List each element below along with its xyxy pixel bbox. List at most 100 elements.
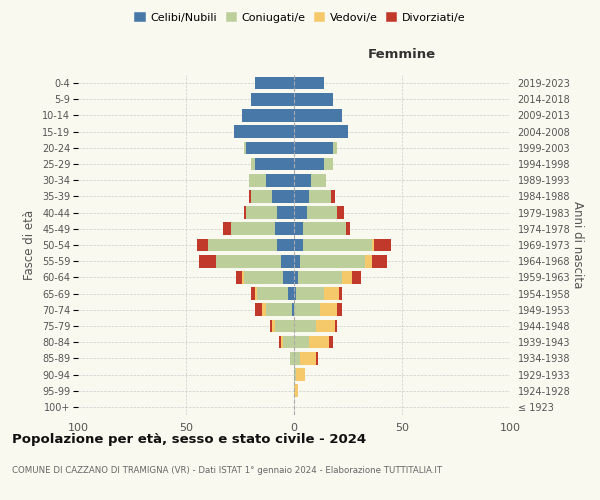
Bar — [301, 352, 316, 364]
Text: COMUNE DI CAZZANO DI TRAMIGNA (VR) - Dati ISTAT 1° gennaio 2024 - Elaborazione T: COMUNE DI CAZZANO DI TRAMIGNA (VR) - Dat… — [12, 466, 442, 475]
Bar — [233, 126, 294, 138]
Bar — [294, 384, 298, 397]
Bar — [197, 238, 208, 252]
Bar — [216, 255, 281, 268]
Bar — [283, 336, 294, 348]
Bar — [270, 320, 272, 332]
Bar — [329, 336, 333, 348]
Bar — [294, 255, 301, 268]
Bar — [316, 320, 335, 332]
Bar — [294, 174, 311, 186]
Bar — [251, 190, 272, 202]
Bar — [283, 271, 294, 283]
Bar — [294, 271, 298, 283]
Bar — [255, 288, 257, 300]
Bar — [372, 255, 387, 268]
Text: Popolazione per età, sesso e stato civile - 2024: Popolazione per età, sesso e stato civil… — [12, 432, 366, 446]
Bar — [340, 288, 341, 300]
Bar — [251, 93, 294, 106]
Bar — [277, 206, 294, 219]
Bar — [294, 158, 324, 170]
Bar — [244, 271, 283, 283]
Bar — [341, 271, 352, 283]
Bar — [294, 368, 296, 381]
Bar — [309, 336, 329, 348]
Bar — [294, 320, 316, 332]
Bar — [275, 222, 294, 235]
Bar — [320, 304, 337, 316]
Bar — [281, 255, 294, 268]
Bar — [248, 174, 266, 186]
Bar — [307, 206, 337, 219]
Bar — [290, 352, 294, 364]
Text: Femmine: Femmine — [368, 48, 436, 62]
Bar — [294, 222, 302, 235]
Bar — [333, 142, 337, 154]
Bar — [294, 288, 296, 300]
Bar — [255, 304, 262, 316]
Bar — [272, 320, 275, 332]
Bar — [294, 77, 324, 90]
Bar — [208, 238, 277, 252]
Bar — [294, 142, 333, 154]
Bar — [352, 271, 361, 283]
Legend: Celibi/Nubili, Coniugati/e, Vedovi/e, Divorziati/e: Celibi/Nubili, Coniugati/e, Vedovi/e, Di… — [130, 8, 470, 28]
Bar — [275, 320, 294, 332]
Bar — [251, 158, 255, 170]
Bar — [294, 109, 341, 122]
Bar — [337, 206, 344, 219]
Bar — [309, 190, 331, 202]
Bar — [255, 158, 294, 170]
Bar — [294, 93, 333, 106]
Bar — [262, 304, 266, 316]
Bar — [301, 255, 365, 268]
Bar — [324, 288, 340, 300]
Bar — [257, 288, 287, 300]
Bar — [242, 271, 244, 283]
Bar — [255, 77, 294, 90]
Bar — [294, 238, 302, 252]
Bar — [374, 238, 391, 252]
Bar — [294, 126, 348, 138]
Bar — [244, 142, 247, 154]
Bar — [298, 271, 341, 283]
Bar — [223, 222, 232, 235]
Bar — [247, 206, 277, 219]
Bar — [365, 255, 372, 268]
Bar — [279, 336, 281, 348]
Bar — [248, 190, 251, 202]
Bar — [242, 109, 294, 122]
Bar — [247, 142, 294, 154]
Bar — [251, 288, 255, 300]
Bar — [346, 222, 350, 235]
Bar — [266, 304, 292, 316]
Bar — [244, 206, 247, 219]
Bar — [302, 238, 372, 252]
Bar — [294, 190, 309, 202]
Bar — [372, 238, 374, 252]
Bar — [296, 288, 324, 300]
Bar — [296, 368, 305, 381]
Y-axis label: Anni di nascita: Anni di nascita — [571, 202, 584, 288]
Bar — [232, 222, 275, 235]
Bar — [294, 304, 320, 316]
Bar — [294, 206, 307, 219]
Bar — [281, 336, 283, 348]
Bar — [316, 352, 318, 364]
Bar — [277, 238, 294, 252]
Bar — [331, 190, 335, 202]
Bar — [266, 174, 294, 186]
Bar — [311, 174, 326, 186]
Bar — [294, 336, 309, 348]
Bar — [302, 222, 346, 235]
Bar — [287, 288, 294, 300]
Bar — [292, 304, 294, 316]
Bar — [335, 320, 337, 332]
Bar — [324, 158, 333, 170]
Bar — [294, 352, 301, 364]
Y-axis label: Fasce di età: Fasce di età — [23, 210, 37, 280]
Bar — [337, 304, 341, 316]
Bar — [199, 255, 216, 268]
Bar — [272, 190, 294, 202]
Bar — [236, 271, 242, 283]
